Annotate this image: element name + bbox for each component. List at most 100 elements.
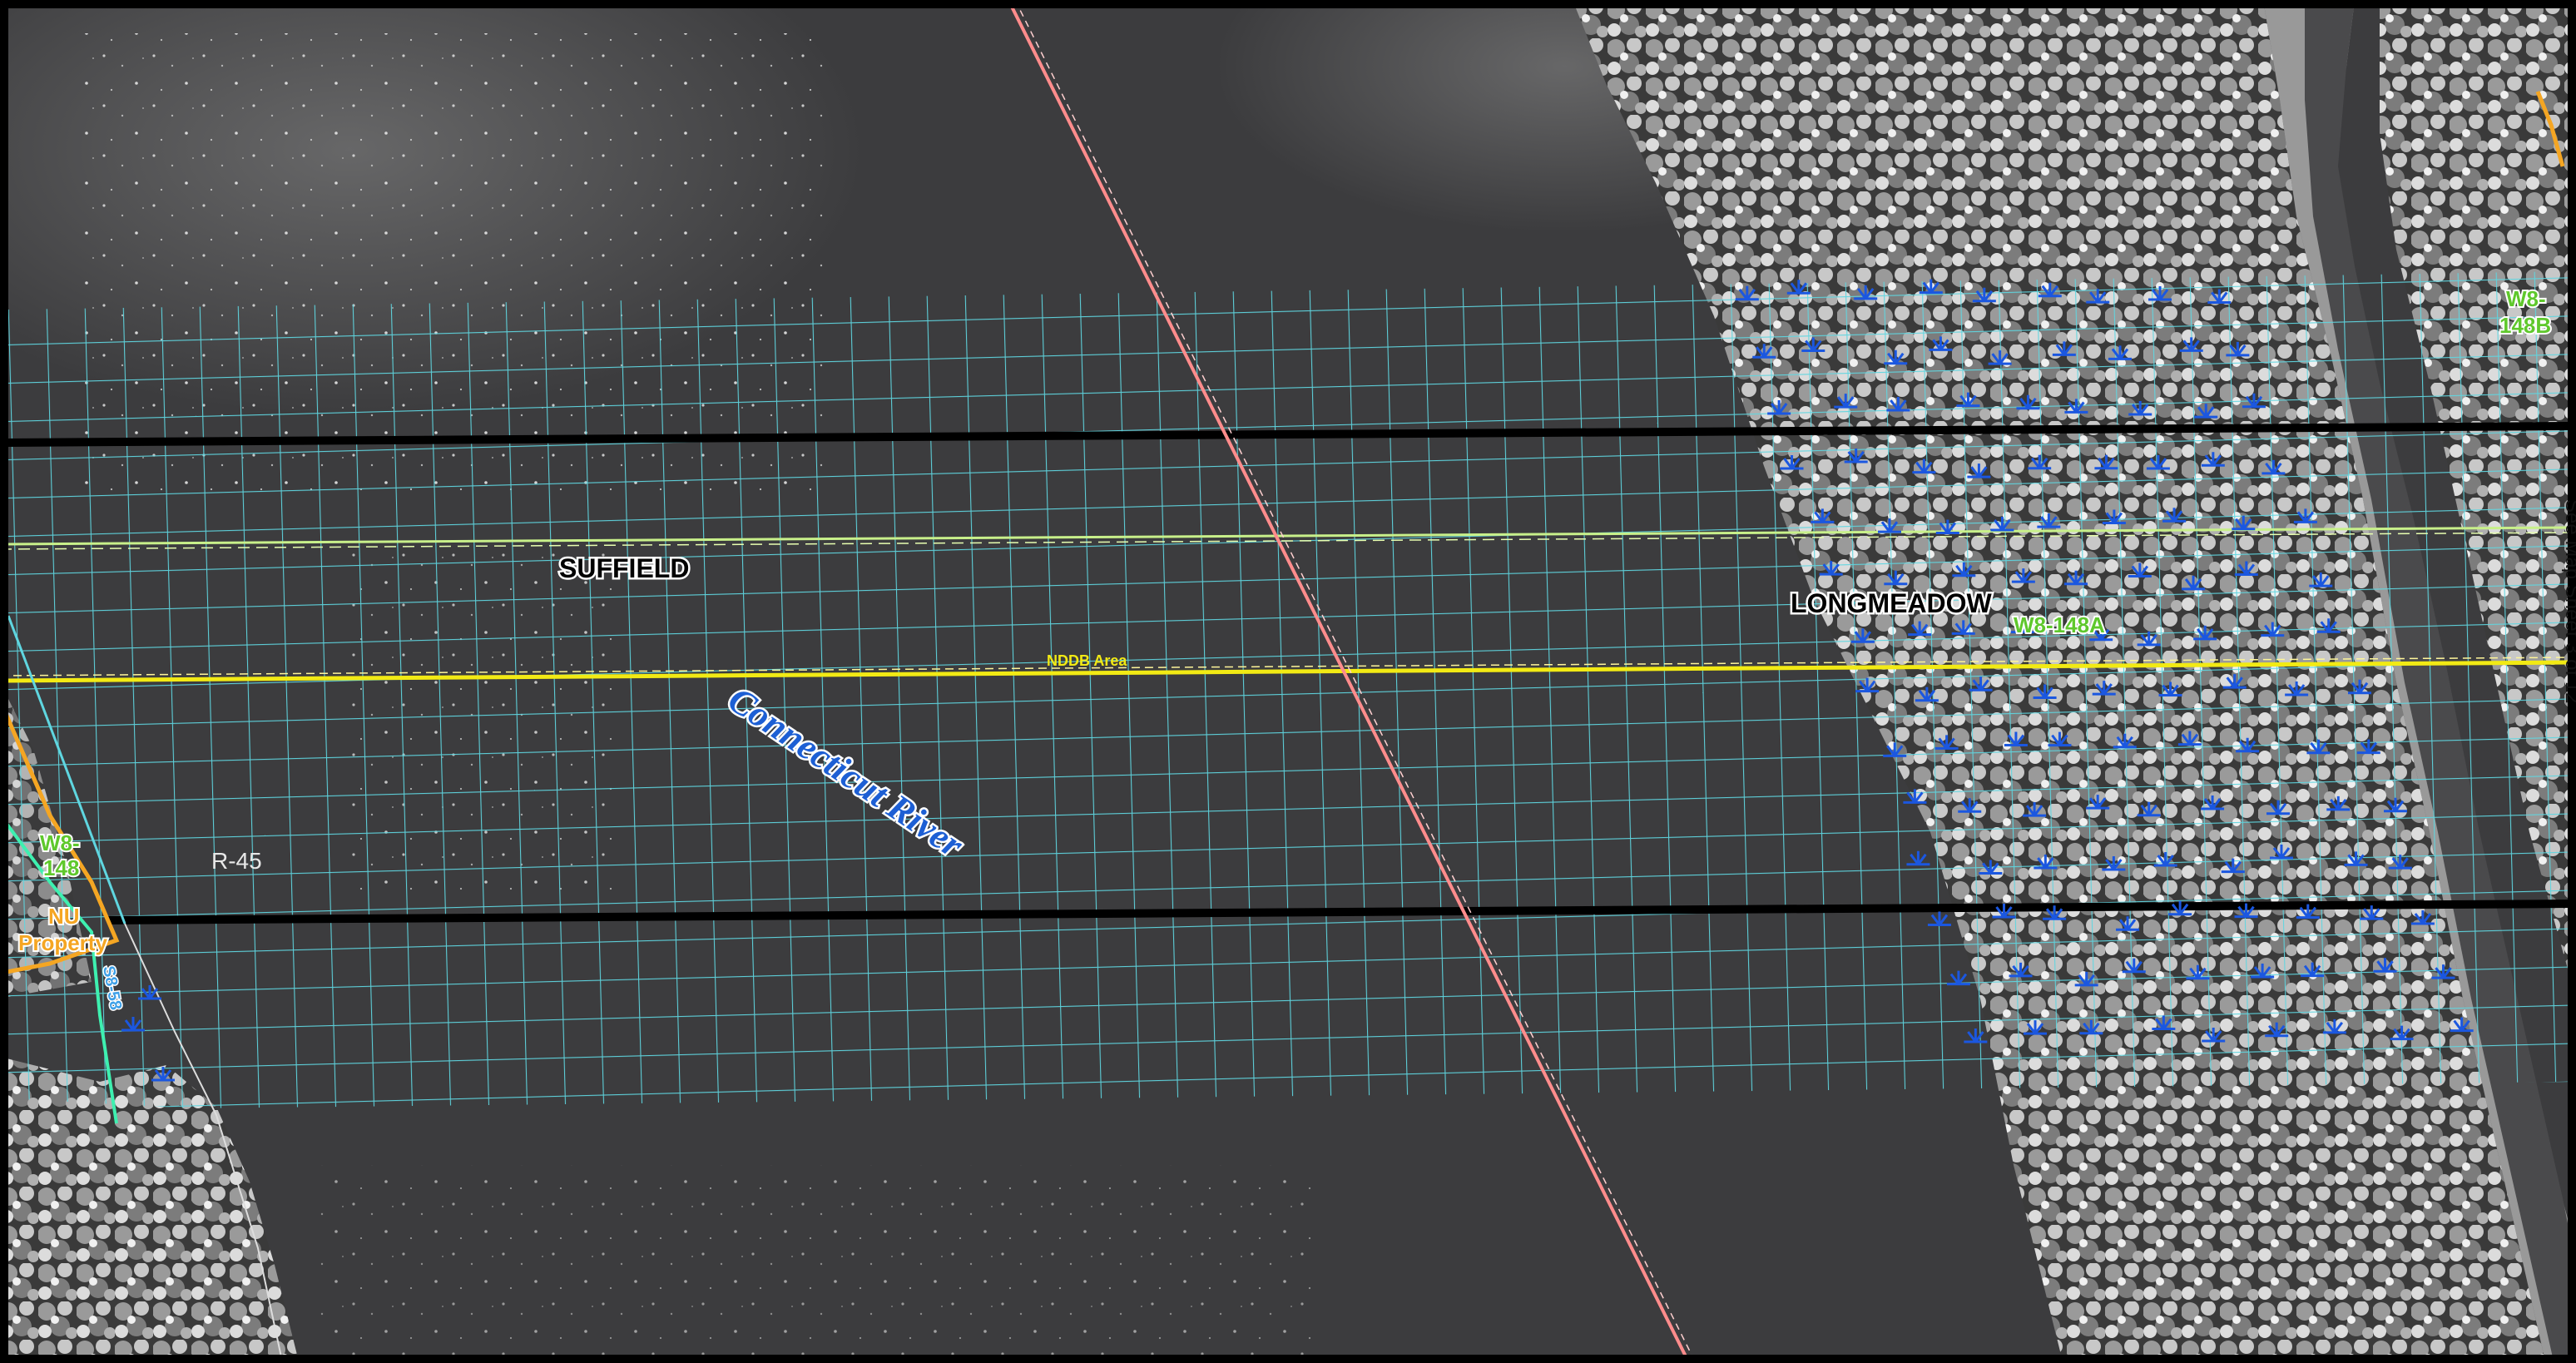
wetland-symbol xyxy=(2128,563,2152,578)
wetland-symbol xyxy=(1855,677,1880,693)
wetland-symbol xyxy=(121,1017,145,1032)
wetland-symbol xyxy=(1844,448,1868,463)
wetland-symbol xyxy=(1990,516,2014,532)
nu-property-boundary-right xyxy=(2535,91,2565,167)
wetland-symbol xyxy=(2010,618,2034,634)
wetland-symbol xyxy=(1786,280,1811,295)
wetland-symbol xyxy=(2064,399,2088,414)
wetland-symbol xyxy=(2028,454,2052,470)
wetland-symbol xyxy=(2221,858,2245,874)
wetland-symbol xyxy=(1915,686,1939,702)
wetland-symbol xyxy=(1979,860,2003,875)
nddb-label: NDDB Area xyxy=(1047,652,1127,669)
wetland-symbol xyxy=(1834,394,1858,409)
wetland-symbol xyxy=(2023,802,2047,817)
wetland-symbol xyxy=(2086,795,2110,810)
wetland-symbol xyxy=(1951,620,1975,635)
transmission-line xyxy=(1009,7,1688,1356)
wetland-symbol xyxy=(2116,916,2140,931)
wetland-symbol xyxy=(2410,909,2435,925)
left-bank-forest xyxy=(7,1058,298,1356)
wetland-symbol xyxy=(1735,285,1759,301)
wetland-symbol xyxy=(2146,455,2170,470)
wetland-symbol xyxy=(2251,964,2275,979)
wetland-symbol xyxy=(1877,518,1901,533)
wetland-symbol xyxy=(2296,904,2320,919)
wetland-symbol xyxy=(2201,795,2225,810)
wetland-symbol xyxy=(2148,285,2172,301)
wetland-symbol xyxy=(2234,903,2258,919)
wetland-symbol xyxy=(1992,904,2016,919)
row-centerline-dash xyxy=(7,532,2569,550)
nu-property-label-line1: NU xyxy=(48,904,80,929)
wetland-symbol xyxy=(2450,1017,2474,1033)
wetland-symbol xyxy=(2011,568,2035,583)
wetland-symbol xyxy=(2348,679,2372,695)
wetland-symbol xyxy=(2356,739,2380,755)
wetland-symbol xyxy=(2113,733,2137,749)
wetland-symbol xyxy=(1967,463,1991,478)
wetland-symbols xyxy=(121,279,2474,1082)
wetland-symbol xyxy=(2122,958,2146,974)
map-frame xyxy=(5,5,2571,1358)
wetland-symbol xyxy=(2092,681,2116,696)
wetland-symbol xyxy=(1780,455,1804,470)
wetland-symbol xyxy=(2193,625,2217,641)
wetland-symbol xyxy=(2037,513,2061,528)
wetland-symbol xyxy=(1883,742,1907,757)
wetland-symbol xyxy=(2089,626,2113,642)
wetland-symbol xyxy=(2285,682,2309,696)
wetland-label-148-line2: 148 xyxy=(43,855,79,880)
wetland-symbol xyxy=(2004,731,2028,747)
wetland-symbol xyxy=(2168,900,2192,916)
town-label-longmeadow: LONGMEADOW xyxy=(1791,588,1993,618)
wetland-symbol xyxy=(1988,350,2012,365)
wetland-symbol xyxy=(2162,508,2187,523)
wetland-symbol xyxy=(1884,349,1908,365)
wetland-symbol xyxy=(2384,797,2408,813)
wetland-symbol xyxy=(2064,570,2088,586)
shoreline-boundary xyxy=(7,615,126,924)
wetland-symbol xyxy=(2293,508,2317,523)
wetland-symbol xyxy=(2222,674,2247,689)
wetland-symbol xyxy=(1811,508,1835,523)
wetland-symbol xyxy=(2033,684,2057,699)
wetland-symbol xyxy=(2052,341,2076,356)
shoreline-path xyxy=(124,923,282,1356)
wetland-symbol xyxy=(1956,392,1980,408)
town-label-suffield: SUFFIELD xyxy=(559,553,689,583)
wetland-symbol xyxy=(1972,287,1996,303)
wetland-symbol xyxy=(2242,393,2266,409)
wetland-symbol xyxy=(2137,801,2161,817)
row-centerline xyxy=(7,526,2569,546)
wetland-symbol xyxy=(2261,622,2285,637)
wetland-symbol xyxy=(2360,905,2384,920)
wetland-symbol xyxy=(2316,618,2341,633)
wetland-symbol xyxy=(1854,285,1878,300)
map-sheet-reference: See Map Sheet 3 of 12 xyxy=(2561,499,2576,704)
wetland-symbol xyxy=(2309,572,2333,587)
stream-line xyxy=(7,822,118,1124)
wetland-symbol xyxy=(2265,1022,2289,1038)
wetland-symbol xyxy=(1952,562,1976,577)
wetland-symbol xyxy=(2016,394,2040,410)
wetland-symbol xyxy=(2108,345,2132,360)
wetland-symbol xyxy=(1850,628,1875,643)
transmission-line-inner xyxy=(1018,7,1693,1356)
wetland-symbol xyxy=(2177,731,2202,746)
wetland-symbol xyxy=(2043,905,2067,920)
wetland-symbol xyxy=(2234,561,2258,576)
wetland-label-148b-line1: W8- xyxy=(2506,286,2546,311)
wetland-symbol xyxy=(2102,509,2126,524)
water-sparkle-low xyxy=(316,1165,1315,1356)
wetland-symbol xyxy=(2186,964,2210,980)
wetland-symbol xyxy=(2269,845,2293,860)
wetland-symbol xyxy=(2301,962,2325,978)
wetland-symbol xyxy=(1919,279,1943,295)
wetland-symbol xyxy=(1912,458,1936,474)
wetland-symbol xyxy=(1969,677,1993,691)
wetland-symbol xyxy=(2009,962,2033,978)
wetland-label-148a: W8-148A xyxy=(2014,612,2105,637)
wetland-symbol xyxy=(2202,1028,2226,1043)
